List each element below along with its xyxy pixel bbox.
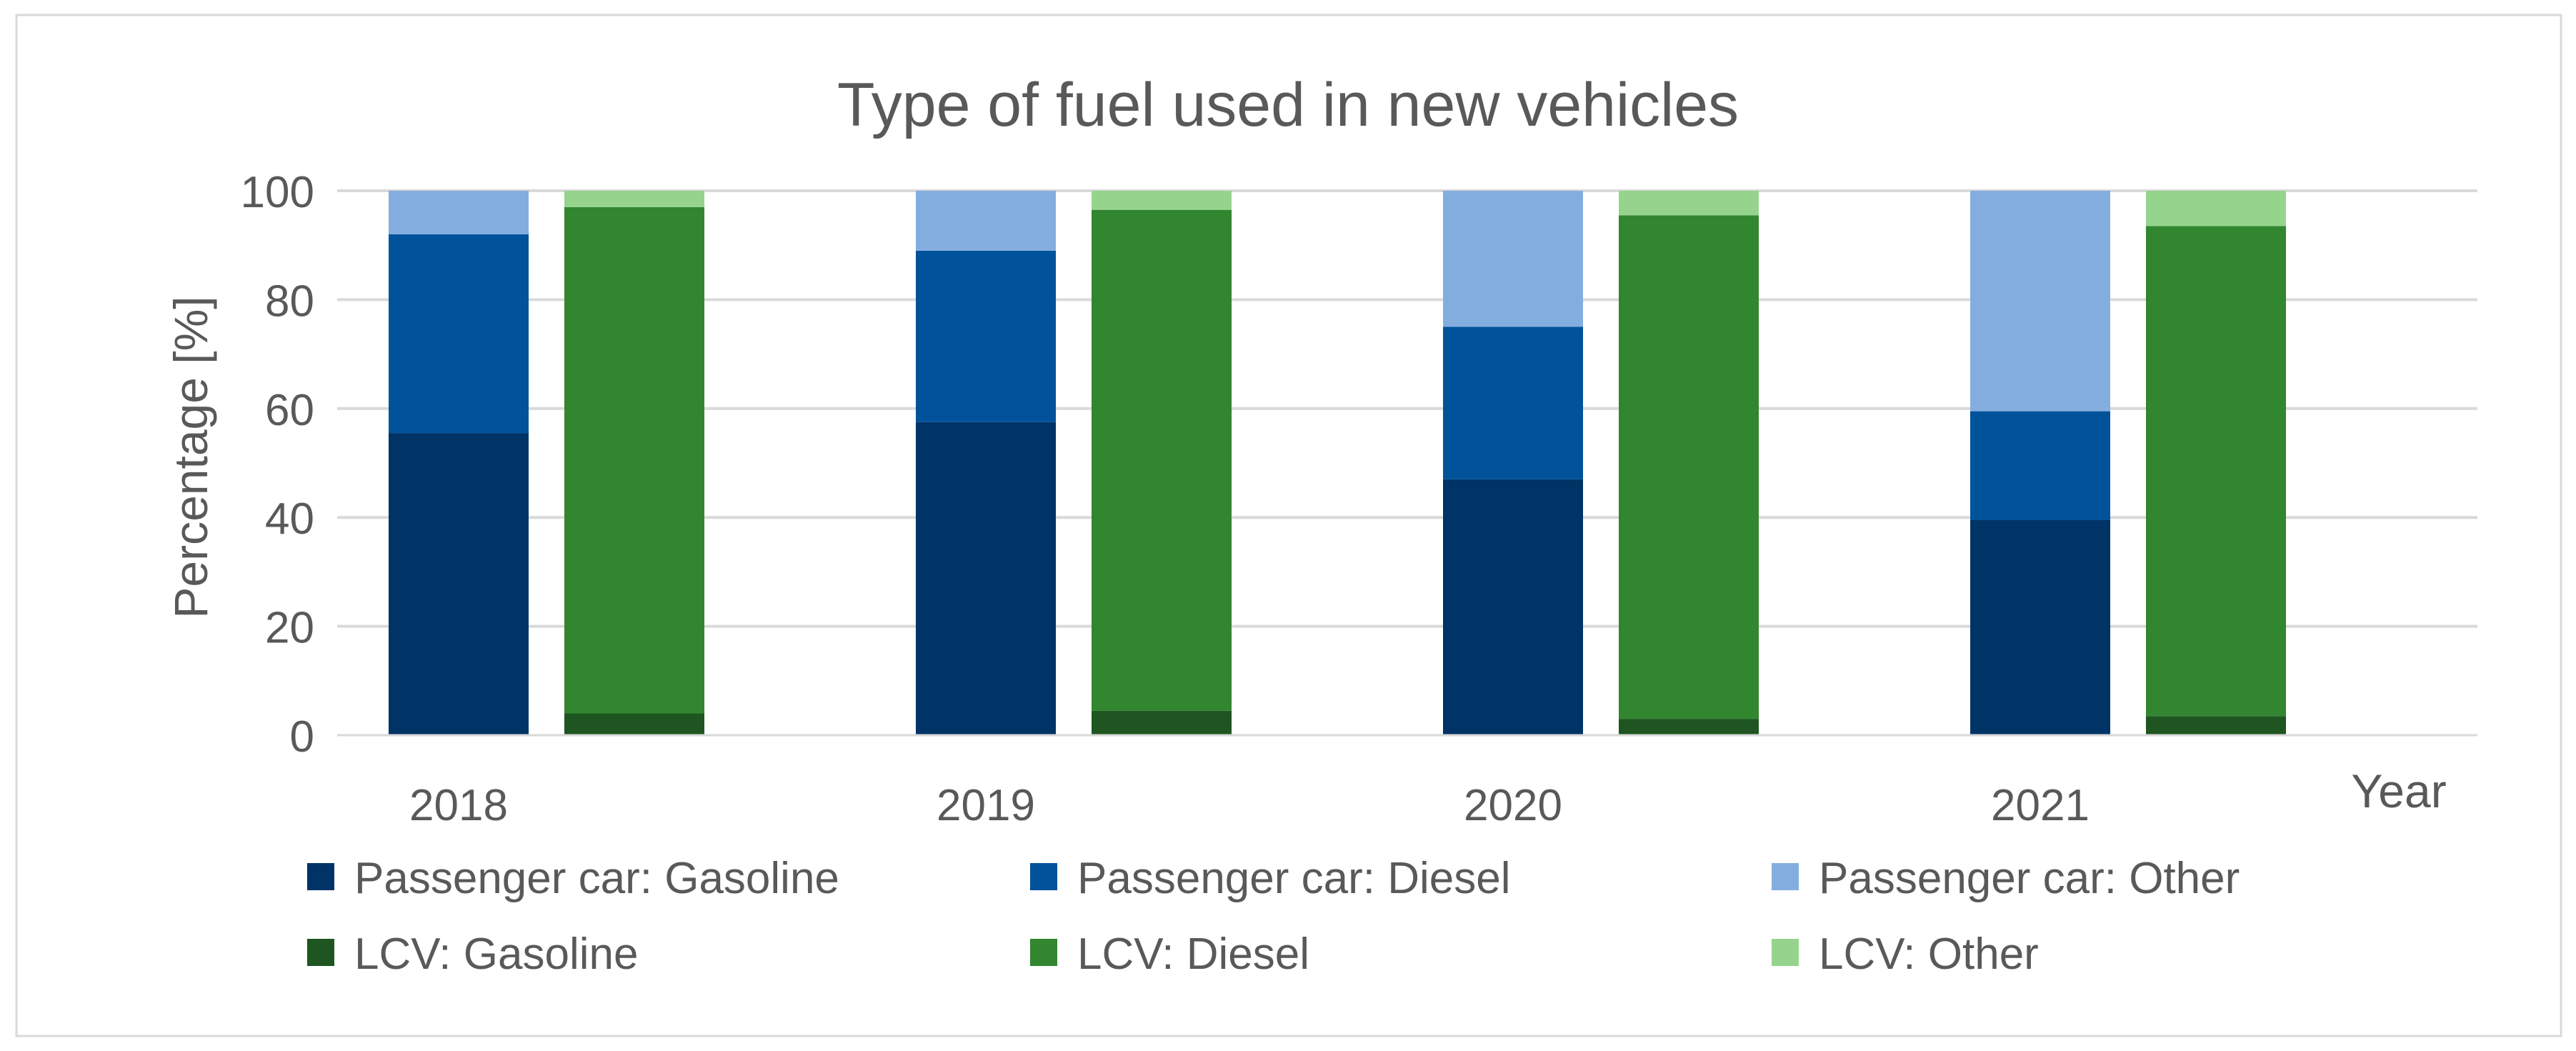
y-axis-ticks: 0 20 40 60 80 100 <box>241 168 314 762</box>
bar-lcv-gasoline-2018 <box>564 713 704 735</box>
bar-passenger-car-diesel-2018 <box>389 234 529 434</box>
x-tick-label: 2020 <box>1464 781 1562 830</box>
legend-label-lcv-gasoline: LCV: Gasoline <box>354 930 638 979</box>
bar-lcv-diesel-2019 <box>1092 209 1232 711</box>
bar-passenger-car-other-2021 <box>1970 191 2110 412</box>
legend-swatch-lcv-gasoline <box>307 939 334 966</box>
bar-lcv-diesel-2020 <box>1619 215 1759 719</box>
bar-lcv-other-2018 <box>564 191 704 207</box>
legend-label-passenger-car-diesel: Passenger car: Diesel <box>1077 854 1511 903</box>
y-axis-title: Percentage [%] <box>164 296 217 618</box>
legend-label-passenger-car-other: Passenger car: Other <box>1819 854 2240 903</box>
legend-swatch-passenger-car-diesel <box>1030 863 1057 890</box>
bar-passenger-car-other-2020 <box>1443 191 1583 327</box>
x-tick-label: 2018 <box>409 781 508 830</box>
y-tick-label: 0 <box>290 712 314 762</box>
bar-passenger-car-gasoline-2019 <box>916 422 1056 735</box>
bar-lcv-other-2019 <box>1092 191 1232 210</box>
bars <box>389 191 2286 735</box>
y-tick-label: 20 <box>265 604 314 653</box>
bar-lcv-gasoline-2020 <box>1619 719 1759 735</box>
y-tick-label: 100 <box>241 168 314 217</box>
chart-frame <box>15 14 2562 1037</box>
bar-lcv-other-2021 <box>2146 191 2286 226</box>
legend-swatch-passenger-car-gasoline <box>307 863 334 890</box>
legend: Passenger car: Gasoline Passenger car: Di… <box>307 854 2240 979</box>
bar-lcv-diesel-2018 <box>564 206 704 714</box>
bar-lcv-other-2020 <box>1619 191 1759 216</box>
legend-label-lcv-other: LCV: Other <box>1819 930 2039 979</box>
x-axis-ticks: 2018 2019 2020 2021 <box>409 781 2090 830</box>
bar-passenger-car-diesel-2021 <box>1970 411 2110 521</box>
bar-lcv-gasoline-2019 <box>1092 710 1232 735</box>
bar-lcv-gasoline-2021 <box>2146 716 2286 735</box>
y-tick-label: 80 <box>265 277 314 326</box>
x-tick-label: 2019 <box>937 781 1035 830</box>
bar-passenger-car-other-2018 <box>389 191 529 234</box>
bar-passenger-car-other-2019 <box>916 191 1056 251</box>
x-tick-label: 2021 <box>1991 781 2090 830</box>
bar-lcv-diesel-2021 <box>2146 226 2286 717</box>
x-axis-title: Year <box>2351 764 2446 817</box>
bar-passenger-car-gasoline-2018 <box>389 433 529 735</box>
bar-passenger-car-diesel-2020 <box>1443 327 1583 479</box>
bar-passenger-car-gasoline-2020 <box>1443 479 1583 735</box>
legend-swatch-lcv-diesel <box>1030 939 1057 966</box>
y-tick-label: 60 <box>265 386 314 435</box>
y-tick-label: 40 <box>265 494 314 544</box>
legend-swatch-lcv-other <box>1772 939 1799 966</box>
legend-label-lcv-diesel: LCV: Diesel <box>1077 930 1309 979</box>
chart-title: Type of fuel used in new vehicles <box>837 71 1739 139</box>
legend-swatch-passenger-car-other <box>1772 863 1799 890</box>
bar-passenger-car-gasoline-2021 <box>1970 520 2110 735</box>
bar-passenger-car-diesel-2019 <box>916 250 1056 422</box>
legend-label-passenger-car-gasoline: Passenger car: Gasoline <box>354 854 839 903</box>
